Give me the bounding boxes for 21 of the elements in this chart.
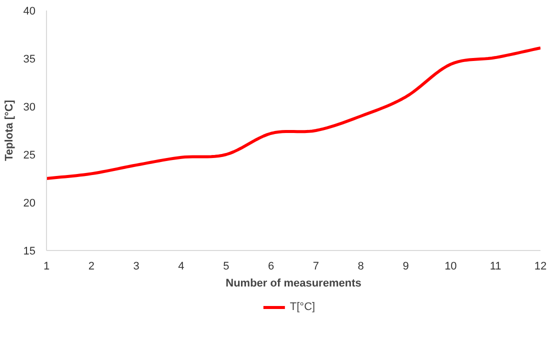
y-tick-label: 30: [23, 102, 36, 114]
x-tick-label: 5: [223, 260, 230, 272]
y-tick-label: 20: [23, 198, 36, 210]
x-axis-title: Number of measurements: [226, 278, 362, 290]
x-tick-label: 1: [43, 260, 50, 272]
x-tick-label: 8: [358, 260, 364, 272]
x-tick-label: 3: [133, 260, 140, 272]
y-tick-label: 40: [23, 6, 36, 18]
legend-label: T[°C]: [290, 301, 316, 313]
y-tick-label: 35: [23, 54, 36, 66]
y-tick-label: 15: [23, 246, 36, 258]
x-tick-label: 6: [268, 260, 274, 272]
x-tick-label: 7: [312, 260, 320, 272]
x-tick-label: 9: [402, 260, 409, 272]
x-tick-label: 2: [88, 260, 94, 272]
x-tick-label: 11: [490, 260, 502, 272]
y-axis-title: Teplota [°C]: [3, 100, 16, 162]
y-tick-label: 25: [23, 150, 36, 162]
x-tick-label: 12: [534, 260, 547, 272]
x-tick-label: 10: [444, 260, 457, 272]
x-tick-label: 4: [178, 260, 184, 272]
